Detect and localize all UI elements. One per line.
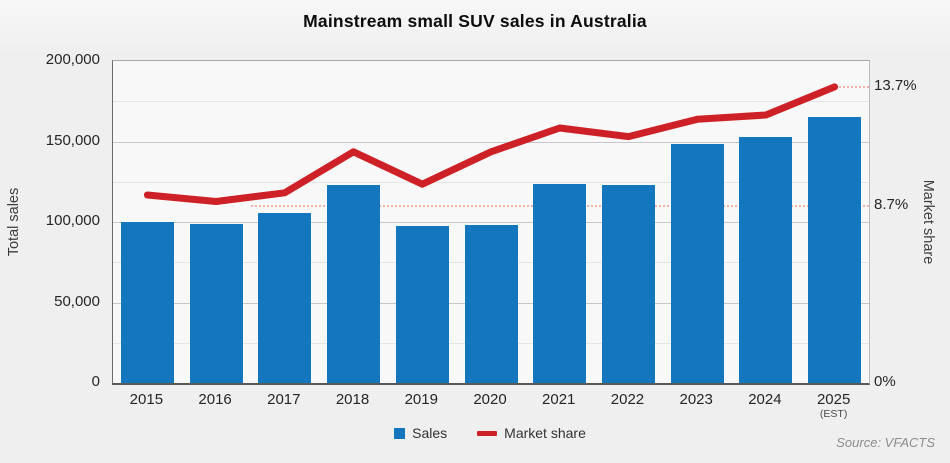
legend-item-market-share: Market share bbox=[477, 425, 586, 441]
minor-gridline-175000 bbox=[113, 101, 869, 103]
left-tick-150,000: 150,000 bbox=[45, 131, 100, 149]
sales-swatch-icon bbox=[394, 427, 406, 439]
x-label-2020: 2020 bbox=[473, 391, 507, 408]
bar-2017 bbox=[258, 213, 312, 383]
right-axis-title: Market share bbox=[920, 179, 936, 265]
callout-line-13.7% bbox=[831, 85, 869, 88]
x-label-2017: 2017 bbox=[267, 391, 301, 408]
x-label-2024: 2024 bbox=[748, 391, 782, 408]
legend-item-sales: Sales bbox=[394, 425, 447, 441]
right-label-8.7%: 8.7% bbox=[874, 195, 909, 213]
source-note: Source: VFACTS bbox=[836, 435, 935, 450]
x-label-2021: 2021 bbox=[542, 391, 576, 408]
bar-2024 bbox=[739, 137, 793, 383]
x-label-2025: 2025 bbox=[816, 391, 851, 408]
legend-label-market-share: Market share bbox=[504, 425, 586, 441]
right-label-0%: 0% bbox=[874, 373, 896, 390]
left-tick-100,000: 100,000 bbox=[45, 212, 100, 229]
minor-gridline-125000 bbox=[113, 181, 869, 183]
bar-2023 bbox=[670, 144, 724, 383]
plot-area bbox=[112, 60, 870, 385]
x-label-2018: 2018 bbox=[335, 391, 370, 408]
bar-2020 bbox=[464, 225, 518, 383]
bar-2022 bbox=[601, 184, 655, 383]
x-label-2022: 2022 bbox=[610, 391, 645, 408]
bar-2018 bbox=[327, 184, 381, 383]
x-label-2023: 2023 bbox=[679, 391, 713, 408]
bar-2015 bbox=[120, 221, 174, 383]
bar-2016 bbox=[189, 224, 243, 383]
legend: Sales Market share bbox=[112, 424, 868, 442]
x-label-2016: 2016 bbox=[198, 391, 232, 408]
bar-2021 bbox=[533, 184, 587, 383]
market-share-line bbox=[143, 83, 839, 205]
right-label-13.7%: 13.7% bbox=[874, 76, 917, 94]
market-share-line-layer bbox=[143, 83, 839, 205]
bar-2025 bbox=[808, 116, 862, 383]
major-gridline-100000 bbox=[113, 222, 869, 223]
market-share-swatch-icon bbox=[477, 430, 498, 436]
left-tick-50,000: 50,000 bbox=[54, 292, 100, 310]
x-label-2019: 2019 bbox=[404, 391, 438, 408]
x-label-note-2025: (EST) bbox=[819, 408, 848, 420]
left-tick-0: 0 bbox=[91, 373, 100, 390]
legend-label-sales: Sales bbox=[412, 425, 448, 441]
x-label-2015: 2015 bbox=[129, 391, 164, 408]
bar-2019 bbox=[395, 225, 449, 383]
left-tick-200,000: 200,000 bbox=[45, 51, 100, 68]
chart-title: Mainstream small SUV sales in Australia bbox=[303, 11, 647, 31]
major-gridline-150000 bbox=[113, 141, 869, 143]
